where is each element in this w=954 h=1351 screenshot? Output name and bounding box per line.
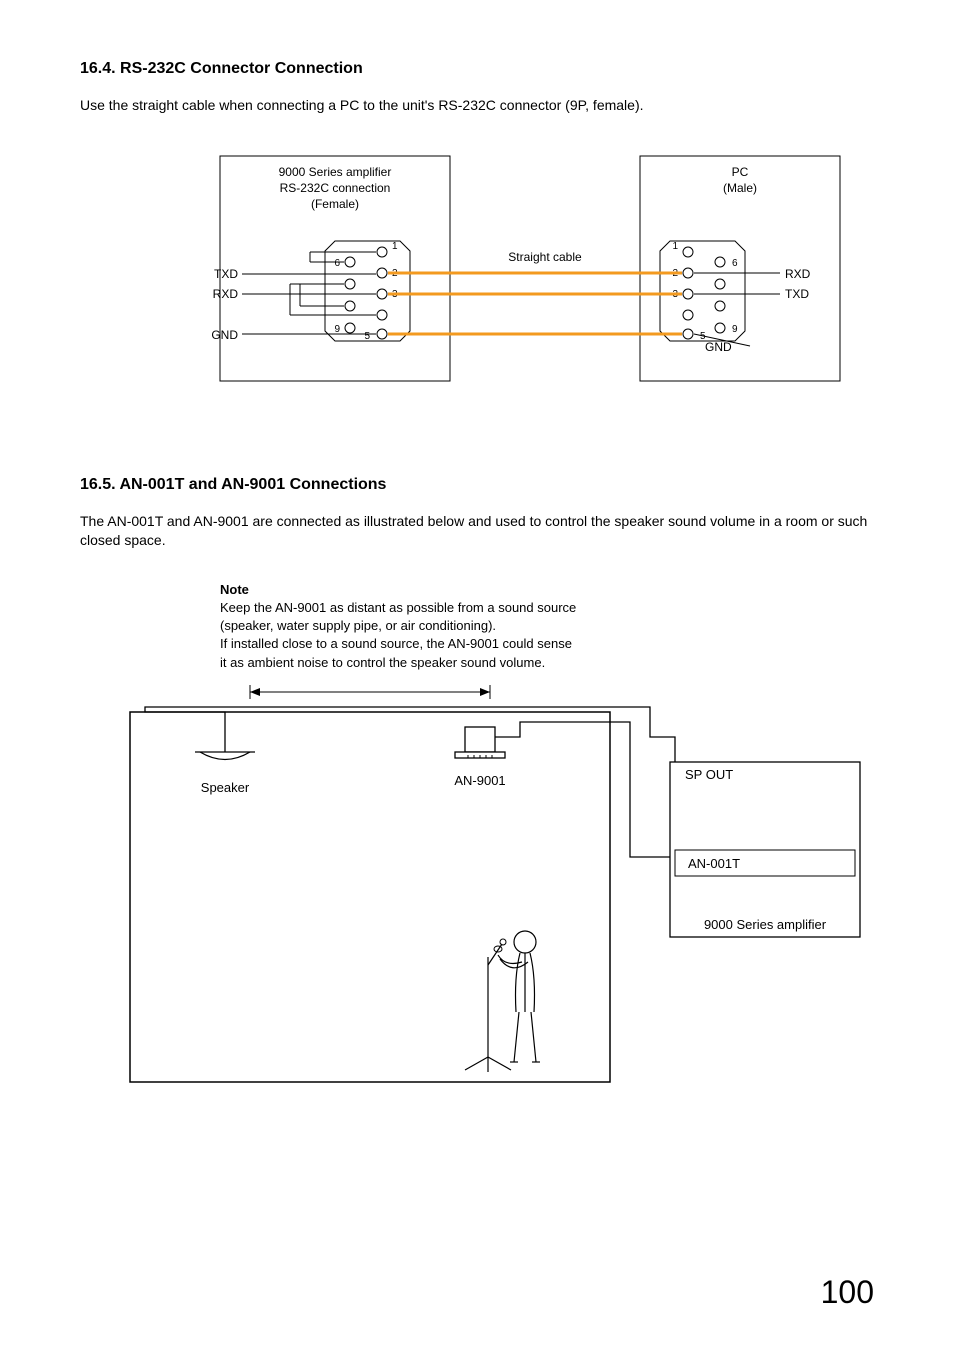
an9001-label: AN-9001 — [454, 773, 505, 788]
svg-text:TXD: TXD — [785, 287, 809, 301]
note-l1: Keep the AN-9001 as distant as possible … — [220, 599, 874, 617]
left-box-l3: (Female) — [311, 197, 359, 211]
svg-text:5: 5 — [364, 331, 370, 342]
page-number: 100 — [821, 1274, 874, 1311]
left-box-l2: RS-232C connection — [280, 181, 391, 195]
an-diagram: Speaker AN-9001 SP OUT — [110, 677, 874, 1097]
note-l2: (speaker, water supply pipe, or air cond… — [220, 617, 874, 635]
svg-text:9: 9 — [334, 324, 340, 335]
cable-label: Straight cable — [508, 250, 582, 264]
svg-text:1: 1 — [392, 241, 398, 252]
svg-text:9: 9 — [732, 324, 738, 335]
section-heading-1: 16.4. RS-232C Connector Connection — [80, 60, 874, 78]
speaker-label: Speaker — [201, 780, 250, 795]
svg-text:RXD: RXD — [213, 287, 239, 301]
svg-text:GND: GND — [211, 328, 238, 342]
rs232-diagram: 9000 Series amplifier RS-232C connection… — [150, 146, 874, 396]
svg-text:6: 6 — [732, 258, 738, 269]
an001t-label: AN-001T — [688, 856, 740, 871]
svg-text:RXD: RXD — [785, 267, 811, 281]
note-l4: it as ambient noise to control the speak… — [220, 654, 874, 672]
svg-text:1: 1 — [672, 241, 678, 252]
note-title: Note — [220, 581, 874, 599]
amp-label: 9000 Series amplifier — [704, 917, 827, 932]
right-box-l1: PC — [732, 165, 749, 179]
section-body-2: The AN-001T and AN-9001 are connected as… — [80, 512, 874, 551]
section-heading-2: 16.5. AN-001T and AN-9001 Connections — [80, 476, 874, 494]
left-box-l1: 9000 Series amplifier — [279, 165, 392, 179]
right-box-l2: (Male) — [723, 181, 757, 195]
section-body-1: Use the straight cable when connecting a… — [80, 96, 874, 116]
svg-text:GND: GND — [705, 340, 732, 354]
note-block: Note Keep the AN-9001 as distant as poss… — [220, 581, 874, 672]
svg-text:TXD: TXD — [214, 267, 238, 281]
note-l3: If installed close to a sound source, th… — [220, 635, 874, 653]
svg-text:6: 6 — [334, 258, 340, 269]
spout-label: SP OUT — [685, 767, 733, 782]
